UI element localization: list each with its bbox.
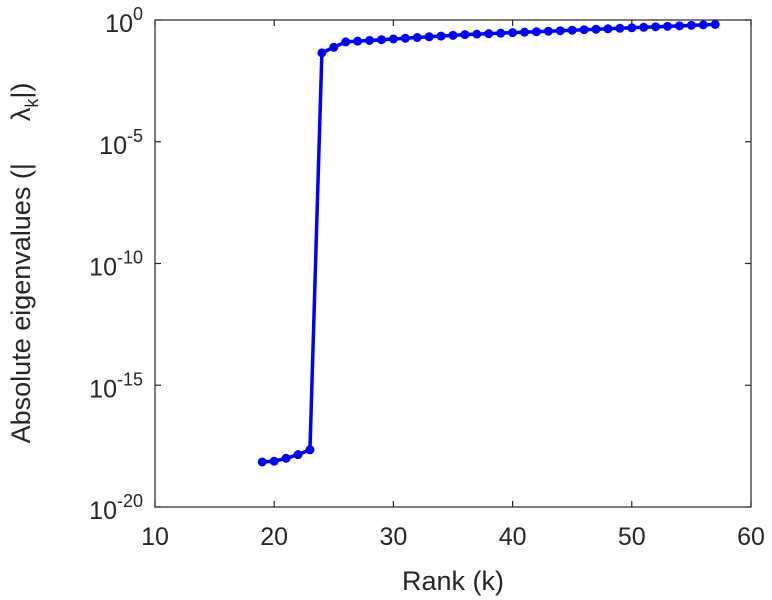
y-tick-base: 10	[89, 375, 117, 403]
data-point	[257, 457, 267, 467]
y-tick-base: 10	[89, 497, 117, 525]
data-point	[400, 33, 410, 43]
data-point	[615, 23, 625, 33]
data-point	[353, 36, 363, 46]
data-point	[543, 26, 553, 36]
data-point	[484, 29, 494, 39]
data-point	[293, 450, 303, 460]
data-point	[496, 28, 506, 38]
data-point	[591, 24, 601, 34]
x-tick-label: 30	[379, 523, 407, 551]
y-tick-base: 10	[105, 10, 133, 38]
data-point	[520, 27, 530, 37]
y-axis-title: Absolute eigenvalues (| λk|)	[6, 83, 42, 444]
y-tick-base: 10	[99, 132, 127, 160]
data-point	[686, 20, 696, 30]
data-point	[579, 25, 589, 35]
data-point	[460, 30, 470, 40]
y-axis-title-subscript: k	[22, 98, 42, 108]
data-point	[424, 32, 434, 42]
data-point	[412, 33, 422, 43]
y-tick-exponent: -20	[117, 491, 143, 511]
data-point	[472, 29, 482, 39]
y-axis-title-end: |)	[6, 83, 36, 99]
data-point	[341, 37, 351, 47]
data-point	[329, 42, 339, 52]
data-point	[305, 445, 315, 455]
y-tick-exponent: 0	[133, 4, 143, 24]
data-point	[508, 28, 518, 38]
y-tick-label: 10-5	[99, 126, 143, 160]
y-axis-title-symbol: λ	[6, 107, 36, 121]
y-tick-exponent: -10	[117, 248, 143, 268]
y-tick-label: 100	[105, 4, 143, 38]
plot-area	[155, 20, 751, 507]
data-point	[651, 22, 661, 32]
data-point	[603, 24, 613, 34]
data-point	[710, 19, 720, 29]
y-tick-base: 10	[89, 254, 117, 282]
data-point	[365, 35, 375, 45]
y-tick-label: 10-10	[89, 248, 143, 282]
data-point	[269, 456, 279, 466]
data-point	[663, 21, 673, 31]
y-tick-label: 10-20	[89, 491, 143, 525]
data-point	[639, 22, 649, 32]
data-point	[448, 30, 458, 40]
data-point	[281, 453, 291, 463]
data-point	[567, 25, 577, 35]
x-tick-label: 40	[499, 523, 527, 551]
data-point	[555, 26, 565, 36]
y-tick-exponent: -15	[117, 369, 143, 389]
x-axis-title: Rank (k)	[402, 566, 504, 596]
data-point	[674, 21, 684, 31]
x-tick-labels: 10 20 30 40 50 60	[141, 523, 765, 551]
data-point	[388, 34, 398, 44]
data-point	[698, 20, 708, 30]
data-point	[531, 27, 541, 37]
y-tick-exponent: -5	[127, 126, 143, 146]
x-tick-label: 60	[737, 523, 765, 551]
data-point	[376, 35, 386, 45]
data-point	[436, 31, 446, 41]
series-layer	[257, 19, 720, 467]
data-point	[627, 23, 637, 33]
y-axis-title-main: Absolute eigenvalues (|	[6, 163, 36, 443]
y-tick-label: 10-15	[89, 369, 143, 403]
x-tick-label: 20	[260, 523, 288, 551]
x-tick-label: 10	[141, 523, 169, 551]
data-point	[317, 48, 327, 58]
plot-frame	[154, 19, 752, 508]
x-tick-label: 50	[618, 523, 646, 551]
